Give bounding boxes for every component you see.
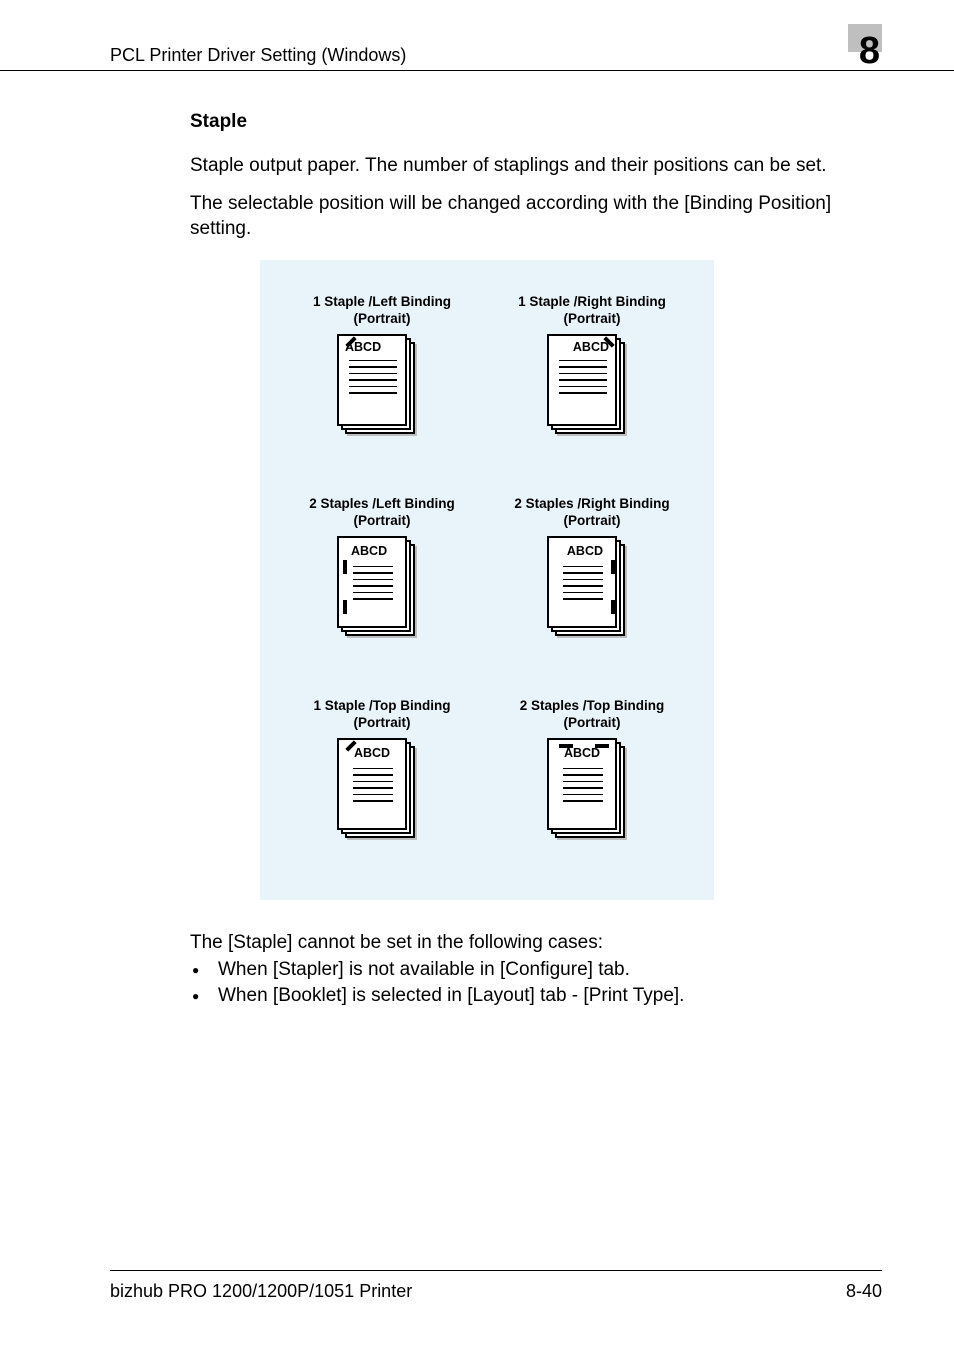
page-content: Staple Staple output paper. The number o… bbox=[0, 71, 954, 1010]
chapter-badge: 8 bbox=[826, 24, 882, 66]
restrictions-block: The [Staple] cannot be set in the follow… bbox=[190, 930, 882, 1010]
text-lines-icon bbox=[559, 360, 607, 399]
diagram-cell-label: 1 Staple /Right Binding (Portrait) bbox=[518, 294, 666, 328]
diagram-cell-label: 1 Staple /Top Binding (Portrait) bbox=[314, 698, 451, 732]
text-lines-icon bbox=[353, 768, 393, 807]
page-stack: ABCD bbox=[337, 334, 427, 444]
abcd-label: ABCD bbox=[351, 544, 387, 558]
header-title: PCL Printer Driver Setting (Windows) bbox=[110, 45, 406, 66]
staple-mark-icon bbox=[343, 600, 347, 614]
page-stack: ABCD bbox=[337, 536, 427, 646]
text-lines-icon bbox=[563, 566, 603, 605]
staple-diagram: 1 Staple /Left Binding (Portrait)ABCD1 S… bbox=[260, 260, 714, 900]
staple-mark-icon bbox=[343, 560, 347, 574]
page-stack: ABCD bbox=[547, 738, 637, 848]
diagram-cell-label: 1 Staple /Left Binding (Portrait) bbox=[313, 294, 451, 328]
staple-mark-icon bbox=[611, 600, 615, 614]
restrictions-lead: The [Staple] cannot be set in the follow… bbox=[190, 930, 882, 957]
diagram-cell-label: 2 Staples /Left Binding (Portrait) bbox=[309, 496, 455, 530]
section-title: Staple bbox=[190, 111, 882, 133]
page-stack: ABCD bbox=[337, 738, 427, 848]
staple-mark-icon bbox=[559, 744, 573, 748]
page-stack: ABCD bbox=[547, 536, 637, 646]
diagram-cell: 1 Staple /Right Binding (Portrait) ABCD bbox=[490, 294, 694, 476]
diagram-cell-label: 2 Staples /Right Binding (Portrait) bbox=[514, 496, 669, 530]
restriction-item: When [Booklet] is selected in [Layout] t… bbox=[190, 983, 882, 1010]
footer-page-number: 8-40 bbox=[846, 1281, 882, 1302]
diagram-cell: 1 Staple /Left Binding (Portrait) ABCD bbox=[280, 294, 484, 476]
paragraph-2: The selectable position will be changed … bbox=[190, 191, 882, 242]
abcd-label: ABCD bbox=[573, 340, 609, 354]
abcd-label: ABCD bbox=[567, 544, 603, 558]
diagram-cell: 1 Staple /Top Binding (Portrait) ABCD bbox=[280, 698, 484, 880]
diagram-cell: 2 Staples /Right Binding (Portrait) ABCD bbox=[490, 496, 694, 678]
diagram-cell: 2 Staples /Top Binding (Portrait) ABCD bbox=[490, 698, 694, 880]
diagram-cell: 2 Staples /Left Binding (Portrait) ABCD bbox=[280, 496, 484, 678]
page-stack: ABCD bbox=[547, 334, 637, 444]
page-header: PCL Printer Driver Setting (Windows) 8 bbox=[0, 0, 954, 71]
chapter-number: 8 bbox=[859, 32, 880, 70]
staple-mark-icon bbox=[595, 744, 609, 748]
text-lines-icon bbox=[349, 360, 397, 399]
diagram-cell-label: 2 Staples /Top Binding (Portrait) bbox=[520, 698, 665, 732]
text-lines-icon bbox=[563, 768, 603, 807]
abcd-label: ABCD bbox=[549, 746, 615, 760]
restriction-item: When [Stapler] is not available in [Conf… bbox=[190, 957, 882, 984]
page-footer: bizhub PRO 1200/1200P/1051 Printer 8-40 bbox=[110, 1270, 882, 1302]
text-lines-icon bbox=[353, 566, 393, 605]
footer-product: bizhub PRO 1200/1200P/1051 Printer bbox=[110, 1281, 412, 1302]
paragraph-1: Staple output paper. The number of stapl… bbox=[190, 153, 882, 179]
staple-mark-icon bbox=[611, 560, 615, 574]
